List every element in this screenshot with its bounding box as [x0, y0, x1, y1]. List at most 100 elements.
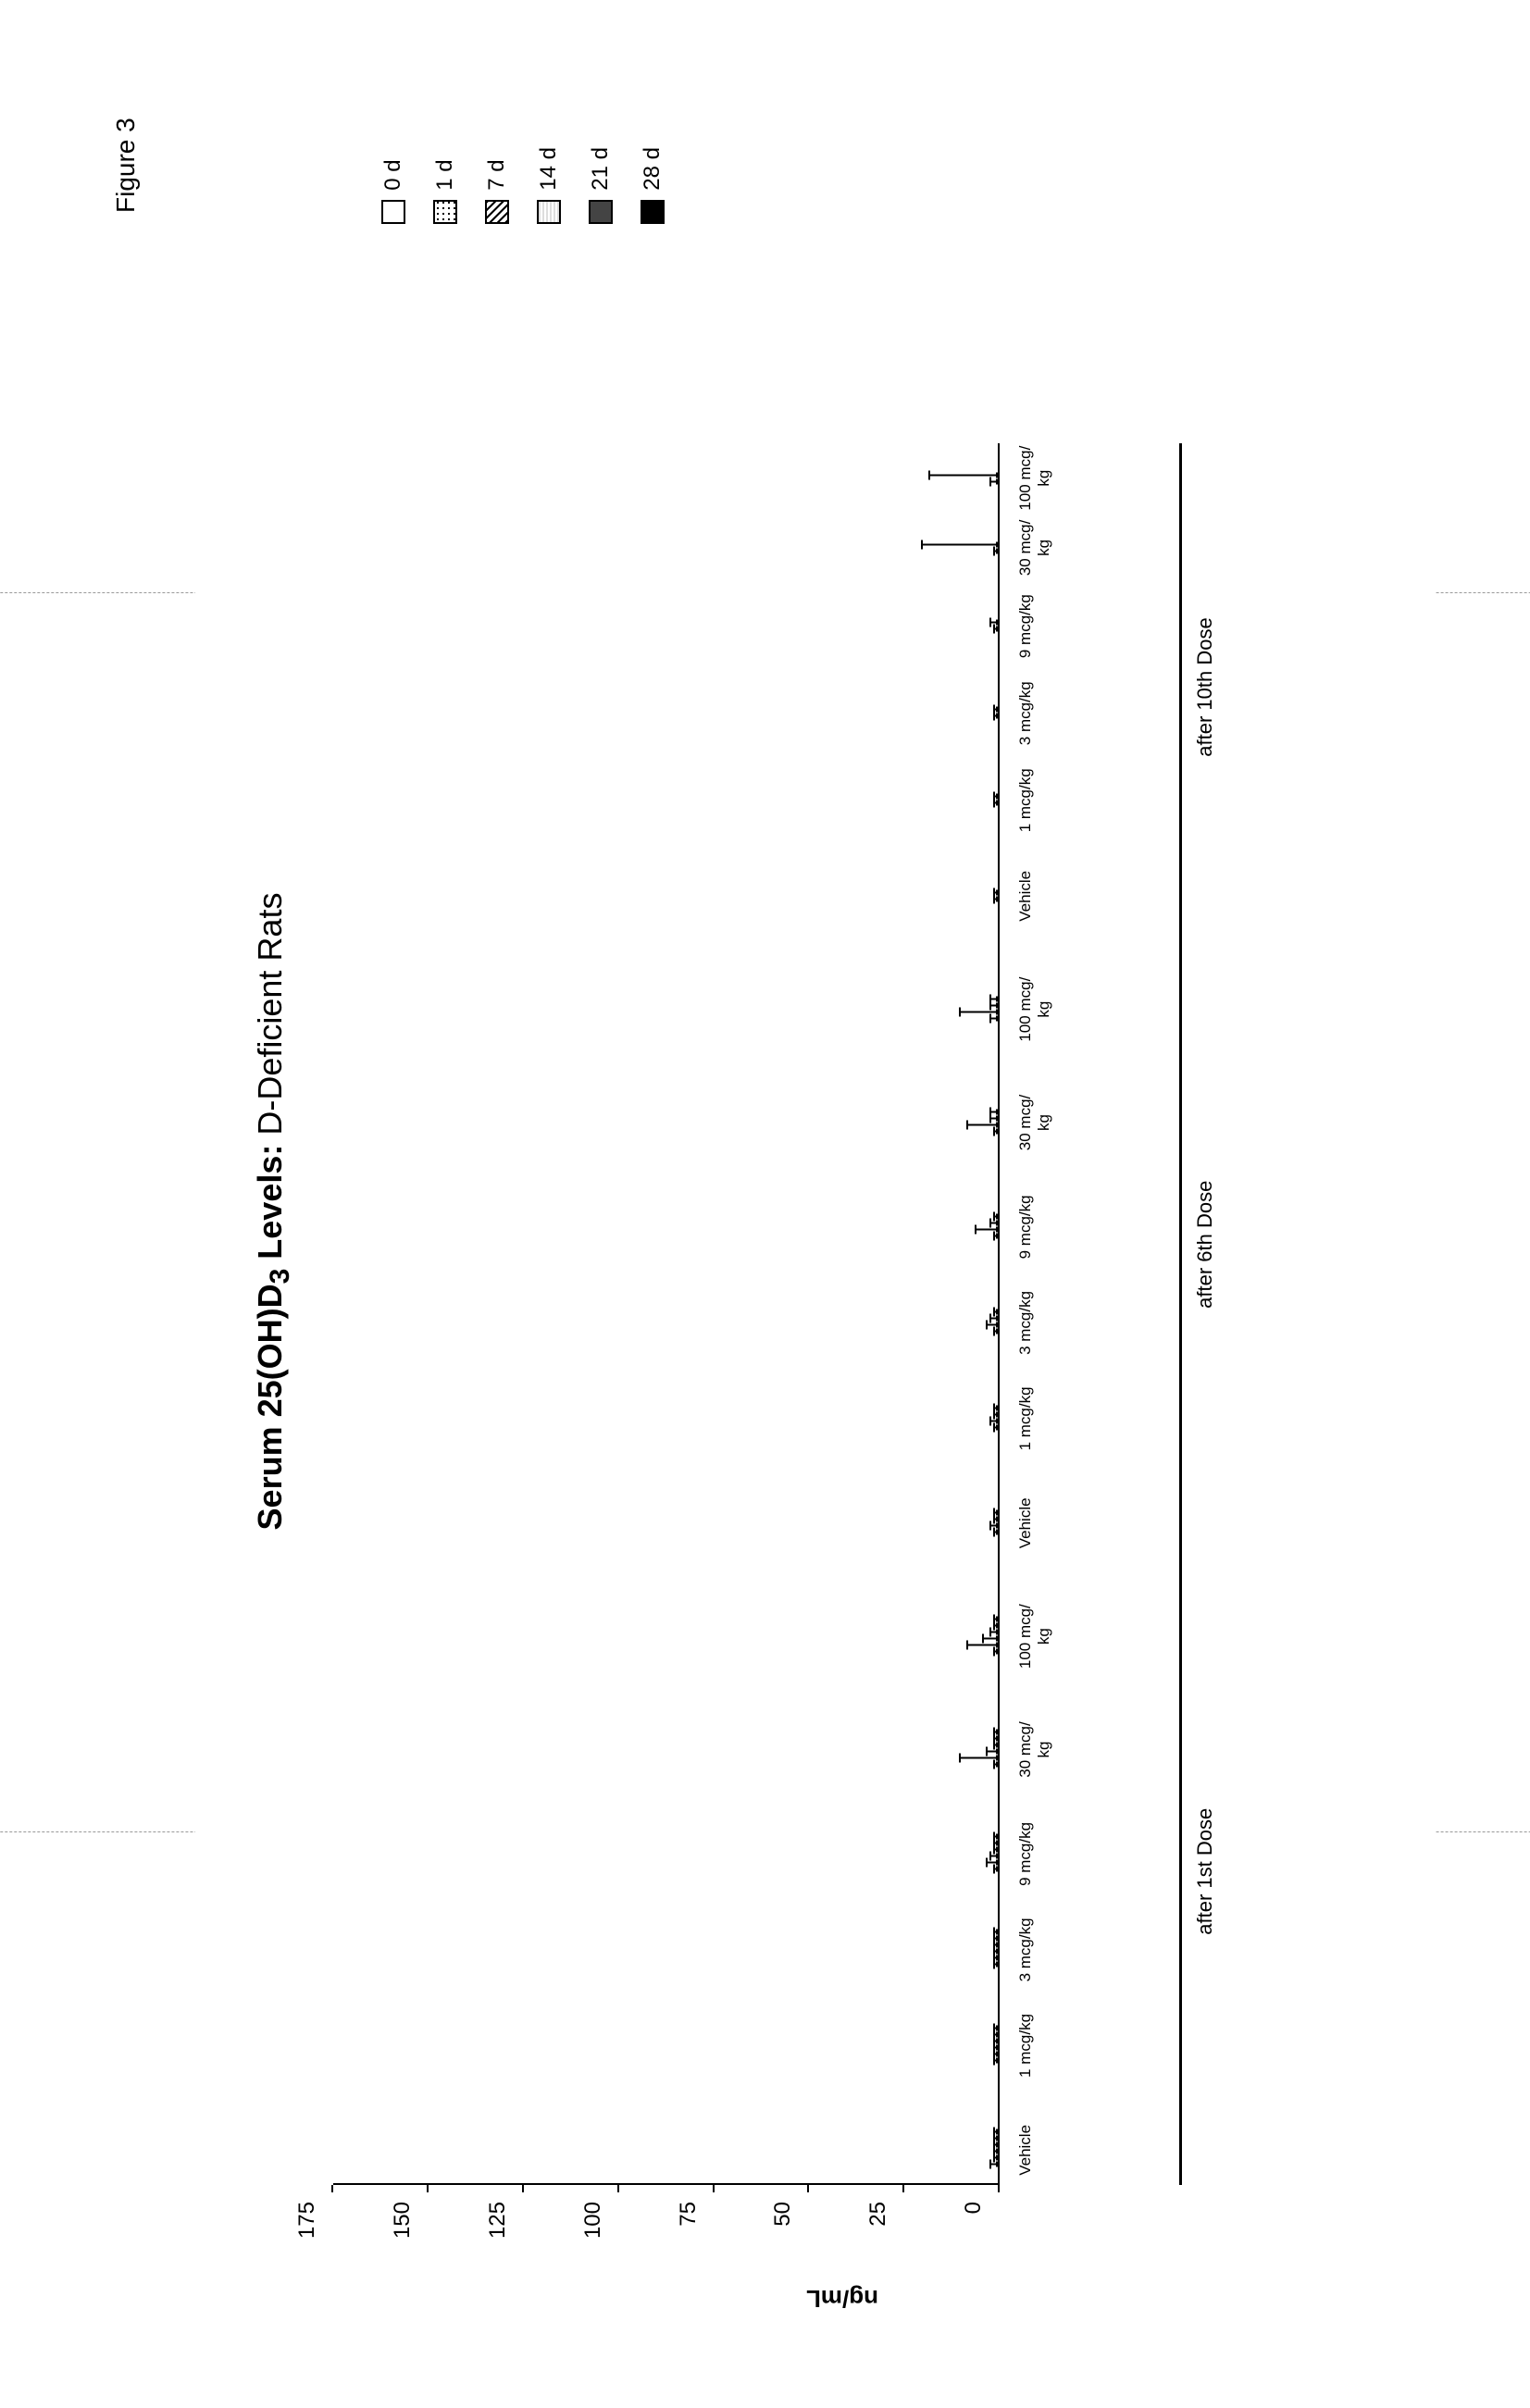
y-tick-mark	[807, 2185, 809, 2192]
bar	[996, 1936, 998, 1942]
bar	[996, 1730, 998, 1735]
error-bar	[993, 1732, 997, 1733]
error-bar	[989, 1018, 997, 1020]
bar	[996, 2025, 998, 2030]
bar	[996, 1846, 998, 1852]
y-axis: 0255075100125150175	[333, 2192, 1000, 2266]
bar	[996, 1833, 998, 1839]
bar-group	[996, 1509, 998, 1534]
bar	[996, 2149, 998, 2154]
bar-group	[996, 620, 998, 632]
error-bar	[966, 1644, 997, 1645]
error-bar	[993, 2157, 997, 2159]
bar	[996, 2051, 998, 2056]
bar	[996, 1010, 998, 1015]
bar	[996, 889, 998, 895]
error-bar	[993, 2131, 997, 2133]
bar	[996, 1016, 998, 1022]
bar	[996, 1234, 998, 1239]
legend-label: 0 d	[380, 159, 406, 190]
bar	[996, 1129, 998, 1135]
bar	[996, 2031, 998, 2037]
x-tick-label: Vehicle	[1016, 871, 1035, 922]
legend-swatch	[381, 200, 405, 224]
x-tick-label: 1 mcg/kg	[1016, 2014, 1035, 2078]
error-bar	[989, 2164, 997, 2166]
bar	[996, 2155, 998, 2161]
y-tick-mark	[522, 2185, 524, 2192]
legend-label: 21 d	[588, 147, 614, 191]
error-bar	[989, 1005, 997, 1007]
bar	[996, 548, 998, 553]
error-bar	[993, 550, 997, 552]
x-tick-label: 9 mcg/kg	[1016, 1822, 1035, 1886]
bar-group	[996, 1214, 998, 1239]
y-tick-label: 100	[580, 2202, 606, 2266]
bar-group	[996, 889, 998, 901]
error-bar	[928, 474, 997, 476]
bar	[996, 1221, 998, 1226]
bar	[996, 1840, 998, 1845]
legend-label: 7 d	[484, 159, 510, 190]
bar	[996, 2162, 998, 2167]
legend-label: 14 d	[536, 147, 562, 191]
error-bar	[993, 2046, 997, 2048]
error-bar	[993, 2144, 997, 2146]
y-tick-mark	[331, 2185, 333, 2192]
error-bar	[993, 2027, 997, 2029]
x-tick-label: 100 mcg/kg	[1016, 446, 1053, 511]
error-bar	[989, 1223, 997, 1224]
bar	[996, 627, 998, 632]
bar	[996, 1316, 998, 1322]
bar	[996, 801, 998, 806]
error-bar	[993, 898, 997, 900]
x-tick-label: 9 mcg/kg	[1016, 594, 1035, 658]
chart-inner: Serum 25(OH)D3 Levels: D-Deficient Rats …	[195, 110, 1436, 2313]
legend-item: 0 d	[380, 147, 406, 224]
plot-wrap: ng/mL 0255075100125150175 Vehicle1 mcg/k…	[333, 110, 1166, 2313]
bars-region	[333, 443, 1000, 2185]
x-tick-label: Vehicle	[1016, 1497, 1035, 1548]
legend: 0 d1 d7 d14 d21 d28 d	[380, 147, 691, 224]
error-bar	[989, 1855, 997, 1856]
bar-group	[996, 707, 998, 719]
bar	[996, 896, 998, 901]
bar	[996, 997, 998, 1002]
legend-item: 7 d	[484, 147, 510, 224]
bar	[996, 1756, 998, 1761]
bar	[996, 1955, 998, 1961]
bar-group	[996, 2129, 998, 2167]
error-bar	[993, 628, 997, 630]
bar	[996, 1736, 998, 1742]
bar-group	[996, 1405, 998, 1430]
bar-group	[996, 1310, 998, 1334]
error-bar	[989, 480, 997, 482]
error-bar	[993, 802, 997, 804]
bar	[996, 1214, 998, 1220]
x-axis-labels: Vehicle1 mcg/kg3 mcg/kg9 mcg/kg30 mcg/kg…	[1009, 443, 1166, 2185]
error-bar	[921, 543, 997, 545]
bar	[996, 478, 998, 484]
error-bar	[989, 1318, 997, 1320]
page: Figure 3 Serum 25(OH)D3 Levels: D-Defici…	[0, 0, 1530, 2408]
error-bar	[993, 1407, 997, 1409]
bar	[996, 1930, 998, 1935]
error-bar	[989, 1524, 997, 1526]
x-tick-label: 1 mcg/kg	[1016, 1386, 1035, 1450]
bar-group	[996, 1616, 998, 1654]
error-bar	[993, 1835, 997, 1837]
error-bar	[993, 2059, 997, 2061]
bar	[996, 1859, 998, 1865]
section-labels: after 1st Doseafter 6th Doseafter 10th D…	[1179, 443, 1235, 2185]
error-bar	[986, 1861, 997, 1863]
x-tick-label: 100 mcg/kg	[1016, 1604, 1053, 1669]
bar-group	[996, 1833, 998, 1871]
bar	[996, 1648, 998, 1654]
bar	[996, 1762, 998, 1768]
legend-swatch	[537, 200, 561, 224]
legend-item: 28 d	[640, 147, 665, 224]
bar-group	[996, 1930, 998, 1967]
bar	[996, 1310, 998, 1315]
error-bar	[993, 1868, 997, 1869]
error-bar	[993, 2151, 997, 2153]
